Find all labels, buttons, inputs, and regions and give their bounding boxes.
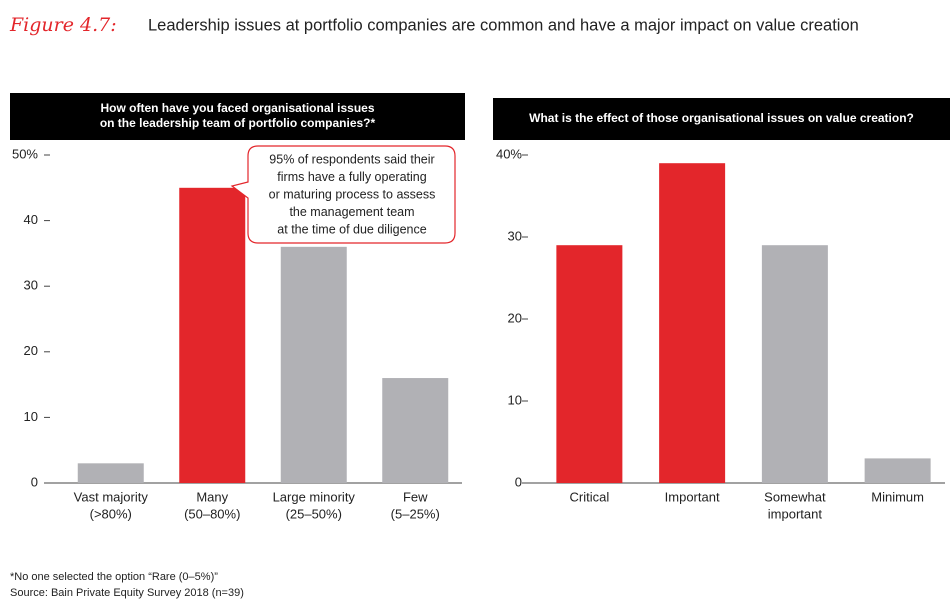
annotation: 95% of respondents said their (269, 152, 434, 166)
page-title: Leadership issues at portfolio companies… (148, 16, 859, 34)
bar (382, 378, 449, 483)
x-tick-label: (25–50%) (286, 506, 342, 521)
annotation: at the time of due diligence (277, 222, 426, 236)
x-tick-label: Important (665, 489, 720, 504)
annotation: firms have a fully operating (277, 170, 426, 184)
bar (659, 163, 726, 483)
bar (864, 458, 931, 483)
x-tick-label: (>80%) (90, 506, 132, 521)
annotation: or maturing process to assess (269, 187, 436, 201)
panel-title-bar (493, 98, 950, 140)
bar (761, 245, 828, 483)
y-tick-label: 30 (508, 228, 522, 243)
panel-title: on the leadership team of portfolio comp… (100, 116, 376, 130)
y-tick-label: 10 (24, 409, 38, 424)
source: Source: Bain Private Equity Survey 2018 … (10, 587, 244, 599)
x-tick-label: Critical (570, 489, 610, 504)
x-tick-label: Vast majority (74, 489, 149, 504)
x-tick-label: (50–80%) (184, 506, 240, 521)
y-tick-label: 40 (24, 212, 38, 227)
bar (179, 187, 246, 484)
panel-title: How often have you faced organisational … (100, 101, 374, 115)
y-tick-label: 50% (12, 146, 38, 161)
bar (280, 246, 347, 483)
bar (556, 245, 623, 483)
panel-title: What is the effect of those organisation… (529, 111, 914, 125)
x-tick-label: Minimum (871, 489, 924, 504)
x-tick-label: Somewhat (764, 489, 826, 504)
y-tick-label: 20 (24, 343, 38, 358)
x-tick-label: Few (403, 489, 428, 504)
x-tick-label: Many (196, 489, 228, 504)
x-tick-label: important (768, 506, 823, 521)
y-tick-label: 0 (31, 474, 38, 489)
y-tick-label: 10 (508, 392, 522, 407)
figure-label: Figure 4.7: (9, 14, 117, 36)
y-tick-label: 20 (508, 310, 522, 325)
footnote: *No one selected the option “Rare (0–5%)… (10, 571, 218, 583)
y-tick-label: 40% (496, 146, 522, 161)
callout-box (230, 145, 456, 244)
x-tick-label: Large minority (273, 489, 356, 504)
y-tick-label: 0 (515, 474, 522, 489)
annotation: the management team (289, 205, 414, 219)
panel-title-bar (10, 93, 465, 140)
x-tick-label: (5–25%) (391, 506, 440, 521)
y-tick-label: 30 (24, 278, 38, 293)
bar (77, 463, 144, 483)
